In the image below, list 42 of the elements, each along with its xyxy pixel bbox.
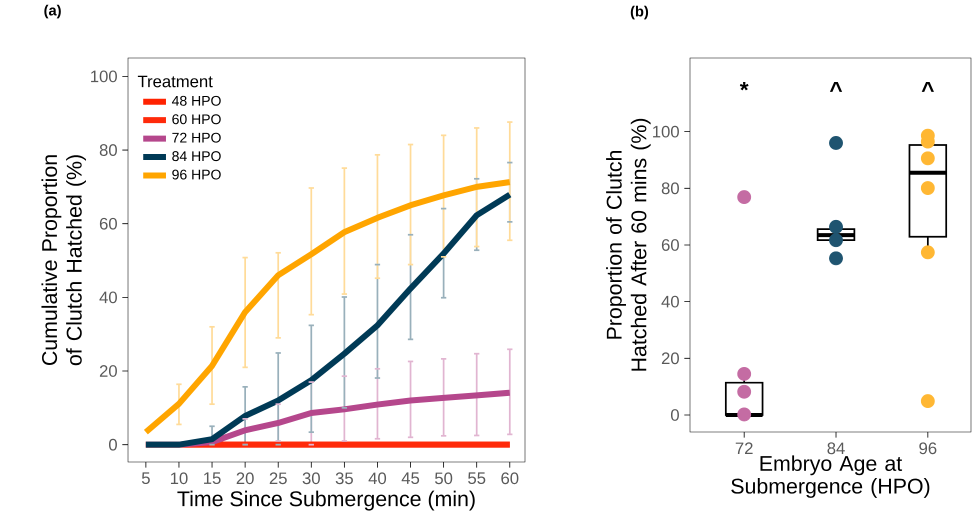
x-tick-label: 96 bbox=[919, 442, 936, 454]
annotation: ^ bbox=[830, 82, 842, 92]
y-tick-label: 0 bbox=[108, 438, 117, 451]
legend-label: 84 HPO bbox=[172, 151, 221, 162]
y-tick-label: 20 bbox=[100, 365, 117, 377]
x-tick-label: 20 bbox=[236, 472, 254, 484]
x-tick-label: 30 bbox=[302, 472, 320, 484]
y-tick-label: 40 bbox=[661, 296, 679, 308]
legend-label: 48 HPO bbox=[172, 96, 221, 106]
x-axis-title: Time Since Submergence (min) bbox=[177, 490, 475, 511]
x-tick-label: 25 bbox=[270, 472, 287, 484]
y-tick-label: 100 bbox=[91, 70, 117, 82]
chart-title: (b) bbox=[630, 6, 648, 20]
x-tick-label: 15 bbox=[204, 472, 221, 484]
x-tick-label: 40 bbox=[368, 472, 386, 484]
y-tick-label: 100 bbox=[653, 126, 679, 138]
annotation: ^ bbox=[922, 82, 934, 92]
y-tick-label: 80 bbox=[662, 182, 679, 194]
legend-title: Treatment bbox=[138, 76, 213, 88]
x-tick-label: 45 bbox=[402, 472, 420, 484]
y-axis-title: Proportion of Clutch Hatched After 60 mins (%) bbox=[606, 118, 651, 371]
x-tick-label: 35 bbox=[336, 472, 353, 484]
y-tick-label: 0 bbox=[670, 409, 679, 421]
y-tick-label: 40 bbox=[99, 291, 117, 304]
legend-label: 96 HPO bbox=[172, 170, 221, 180]
x-tick-label: 84 bbox=[827, 442, 845, 454]
x-tick-label: 50 bbox=[435, 472, 452, 484]
y-tick-label: 20 bbox=[662, 352, 679, 364]
chart-title: (a) bbox=[44, 4, 61, 18]
x-tick-label: 60 bbox=[501, 472, 518, 484]
x-tick-label: 5 bbox=[142, 472, 150, 484]
x-axis-title: Embryo Age at Submergence (HPO) bbox=[731, 455, 930, 498]
x-tick-label: 55 bbox=[468, 472, 486, 484]
x-tick-label: 10 bbox=[170, 472, 188, 484]
annotation: * bbox=[740, 82, 749, 90]
y-tick-label: 60 bbox=[662, 239, 679, 251]
y-tick-label: 80 bbox=[100, 144, 117, 156]
y-tick-label: 60 bbox=[100, 218, 117, 230]
legend-label: 60 HPO bbox=[172, 114, 221, 124]
legend-label: 72 HPO bbox=[172, 132, 221, 143]
x-tick-label: 72 bbox=[736, 442, 753, 454]
y-axis-title: Cumulative Proportion of Clutch Hatched (%) bbox=[41, 155, 86, 366]
